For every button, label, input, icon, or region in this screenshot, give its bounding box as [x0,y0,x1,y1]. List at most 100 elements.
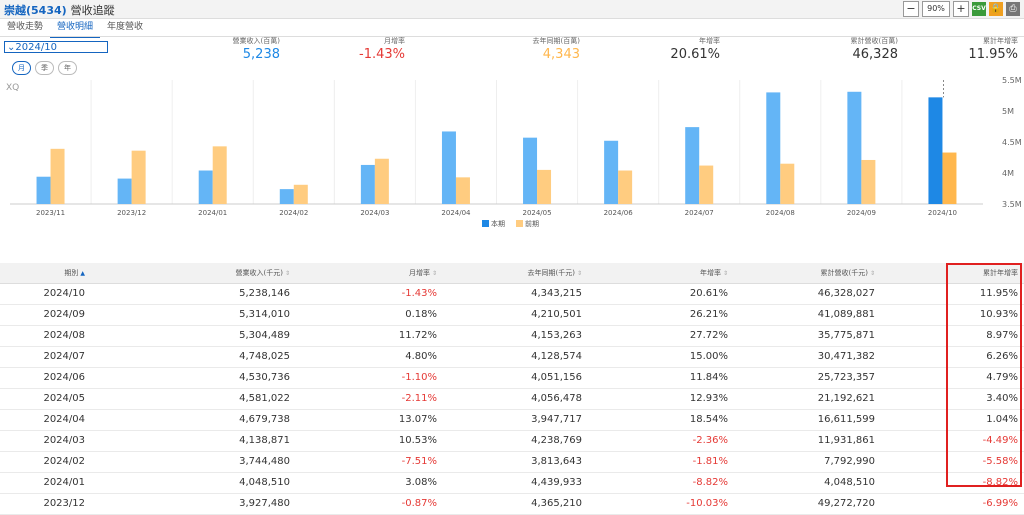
table-cell: 4,581,022 [239,393,290,404]
sort-icon[interactable]: ⇕ [869,270,875,277]
table-row[interactable]: 2024/03 4,138,871 10.53% 4,238,769 -2.36% 11,… [0,431,1024,452]
bar-previous [131,150,146,204]
print-icon[interactable]: ⎙ [1006,2,1020,16]
x-tick-label: 2023/11 [36,209,65,217]
table-row[interactable]: 2024/08 5,304,489 11.72% 4,153,263 27.72% 35,… [0,326,1024,347]
bar-previous [780,163,795,204]
table-cell: 4,138,871 [239,435,290,446]
table-cell: 4,051,156 [531,372,582,383]
table-row[interactable]: 2024/10 5,238,146 -1.43% 4,343,215 20.61% 46,… [0,284,1024,305]
table-cell: 13.07% [398,414,437,425]
table-cell: 1.04% [986,414,1018,425]
column-header[interactable]: 營業收入(千元) ⇕ [235,269,291,277]
table-row[interactable]: 2024/01 4,048,510 3.08% 4,439,933 -8.82% 4,04… [0,473,1024,494]
bar-previous [374,158,389,204]
table-cell: 3,744,480 [239,456,290,467]
metric-value: -1.43% [359,47,405,62]
tab-revenue-detail[interactable]: 營收明細 [50,19,101,38]
table-cell: 3,813,643 [531,456,582,467]
date-select[interactable]: ⌄2024/10 [4,41,108,53]
sort-icon[interactable]: ⇕ [431,270,437,277]
bar-current [847,91,862,204]
x-tick-label: 2024/02 [279,209,308,217]
table-cell: 4.79% [986,372,1018,383]
legend-label-previous: 前期 [525,219,539,228]
table-cell: 2024/06 [43,372,85,383]
table-row[interactable]: 2024/06 4,530,736 -1.10% 4,051,156 11.84% 25,… [0,368,1024,389]
table-cell: 8.97% [986,330,1018,341]
bar-previous [861,159,876,204]
table-row[interactable]: 2024/05 4,581,022 -2.11% 4,056,478 12.93% 21,… [0,389,1024,410]
table-cell: 11.84% [689,372,728,383]
bar-current [36,176,51,204]
period-month-button[interactable]: 月 [12,61,31,75]
period-quarter-button[interactable]: 季 [35,61,54,75]
table-cell: 2024/04 [43,414,85,425]
table-cell: 2024/07 [43,351,85,362]
bar-current [928,97,943,204]
metric-label: 累計年增率 [983,37,1018,45]
x-tick-label: 2024/05 [522,209,551,217]
table-cell: 0.18% [405,309,437,320]
table-cell: 2024/02 [43,456,85,467]
sort-icon[interactable]: ⇕ [722,270,728,277]
bar-previous [455,177,470,204]
column-header[interactable]: 期別 ▲ [64,269,85,277]
metric-value: 4,343 [542,47,580,62]
title-bar: 崇越(5434) 營收追蹤 − 90% + CSV 🔒 ⎙ [0,0,1024,19]
x-tick-label: 2023/12 [117,209,146,217]
tab-annual-revenue[interactable]: 年度營收 [107,22,144,32]
metric-3: 年增率 20.61% [670,36,720,64]
table-cell: 7,792,990 [824,456,875,467]
tab-revenue-trend[interactable]: 營收走勢 [7,22,44,32]
column-header[interactable]: 月增率 ⇕ [408,269,437,277]
x-tick-label: 2024/03 [360,209,389,217]
table-cell: 4,238,769 [531,435,582,446]
sort-icon[interactable]: ⇕ [284,270,290,277]
table-cell: 35,775,871 [817,330,875,341]
table-row[interactable]: 2024/09 5,314,010 0.18% 4,210,501 26.21% 41,0… [0,305,1024,326]
table-cell: 46,328,027 [817,288,875,299]
column-header[interactable]: 累計年增率 [983,269,1018,277]
bar-current [117,178,132,204]
table-cell: -7.51% [401,456,437,467]
table-cell: 3,947,717 [531,414,582,425]
lock-icon[interactable]: 🔒 [989,2,1003,16]
column-header[interactable]: 去年同期(千元) ⇕ [527,269,583,277]
zoom-in-button[interactable]: + [953,1,969,17]
period-year-button[interactable]: 年 [58,61,77,75]
column-header[interactable]: 累計營收(千元) ⇕ [820,269,876,277]
table-cell: -2.11% [401,393,437,404]
sort-icon[interactable]: ▲ [80,270,85,277]
bar-previous [293,184,308,204]
table-body: 2024/10 5,238,146 -1.43% 4,343,215 20.61% 46,… [0,284,1024,515]
table-cell: 2024/10 [43,288,85,299]
revenue-table: 期別 ▲ 營業收入(千元) ⇕ 月增率 ⇕ 去年同期(千元) ⇕ 年增率 ⇕ 累計營收(千元) ⇕ 累計… [0,263,1024,515]
zoom-level[interactable]: 90% [922,1,950,17]
table-cell: -1.43% [401,288,437,299]
metric-label: 去年同期(百萬) [532,37,580,45]
legend-swatch-previous [516,220,523,227]
chart-watermark: XQ [6,83,20,93]
table-cell: 26.21% [689,309,728,320]
table-cell: 2023/12 [43,498,85,509]
stock-name[interactable]: 崇越(5434) [4,4,67,17]
table-cell: 4,530,736 [239,372,290,383]
table-row[interactable]: 2024/04 4,679,738 13.07% 3,947,717 18.54% 16,… [0,410,1024,431]
table-row[interactable]: 2024/07 4,748,025 4.80% 4,128,574 15.00% 30,4… [0,347,1024,368]
column-header[interactable]: 年增率 ⇕ [699,269,728,277]
table-cell: 4,343,215 [531,288,582,299]
metric-5: 累計年增率 11.95% [968,36,1018,64]
y-tick-label: 3.5M [1002,200,1022,209]
table-cell: 4,679,738 [239,414,290,425]
sort-icon[interactable]: ⇕ [576,270,582,277]
table-cell: 4,748,025 [239,351,290,362]
bar-current [685,127,700,204]
metric-label: 月增率 [384,37,405,45]
table-row[interactable]: 2024/02 3,744,480 -7.51% 3,813,643 -1.81% 7,7… [0,452,1024,473]
csv-export-icon[interactable]: CSV [972,2,986,16]
metric-value: 46,328 [852,47,899,62]
zoom-out-button[interactable]: − [903,1,919,17]
table-cell: -4.49% [982,435,1018,446]
table-cell: -8.82% [982,477,1018,488]
